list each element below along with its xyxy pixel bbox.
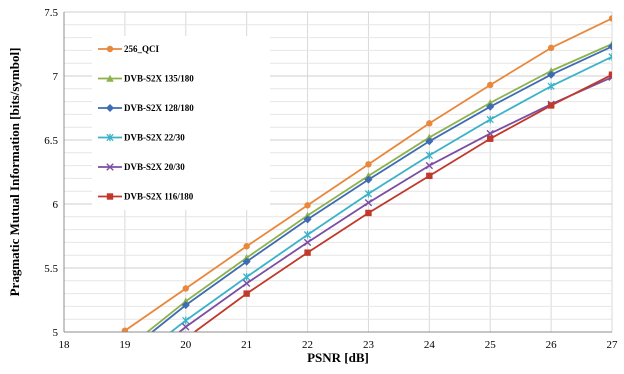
x-tick-label: 19	[119, 339, 131, 351]
data-point	[608, 71, 612, 78]
data-point	[426, 120, 433, 127]
data-point	[486, 99, 495, 107]
legend: 256_QCI DVB-S2X 135/180 DVB-S2X 128/180 DVB…	[92, 36, 270, 210]
legend-entry: DVB-S2X 116/180	[98, 192, 194, 202]
data-point	[486, 115, 494, 124]
data-point	[364, 175, 373, 184]
data-point	[608, 53, 612, 61]
legend-label: DVB-S2X 22/30	[124, 133, 185, 143]
x-tick-label: 25	[485, 339, 497, 351]
data-point	[243, 290, 250, 297]
y-tick-label: 5.5	[44, 263, 58, 275]
legend-label: DVB-S2X 20/30	[124, 162, 185, 172]
data-point	[547, 70, 556, 79]
data-point	[365, 161, 372, 168]
x-tick-label: 20	[180, 339, 192, 351]
data-point	[182, 316, 190, 325]
x-tick-label: 26	[546, 339, 558, 351]
series-0	[121, 15, 612, 332]
data-point	[425, 137, 434, 146]
data-point	[425, 151, 433, 160]
data-point	[486, 102, 495, 111]
series-5	[192, 71, 612, 332]
data-point	[303, 215, 312, 224]
data-point	[182, 323, 190, 331]
data-point	[364, 199, 373, 207]
data-point	[487, 81, 494, 89]
x-axis-title: PSNR [dB]	[307, 350, 369, 365]
data-point	[608, 15, 612, 22]
x-tick-label: 22	[302, 339, 313, 351]
data-point	[304, 202, 311, 209]
data-point	[425, 161, 434, 170]
series-layer	[121, 15, 612, 332]
data-point	[547, 102, 555, 109]
legend-label: DVB-S2X 116/180	[124, 192, 194, 202]
legend-entry: DVB-S2X 22/30	[98, 133, 185, 143]
y-tick-label: 7.5	[44, 7, 58, 19]
data-point	[181, 301, 190, 310]
y-tick-label: 7	[53, 71, 59, 83]
data-point	[425, 133, 434, 141]
data-point	[121, 327, 129, 332]
legend-entry: DVB-S2X 128/180	[98, 103, 194, 113]
data-point	[608, 42, 612, 51]
data-point	[547, 82, 555, 91]
y-axis-title: Pragmatic Mutual Information [bits/symbo…	[7, 48, 22, 297]
data-point	[426, 172, 433, 180]
data-point	[547, 44, 555, 52]
data-point	[365, 209, 372, 217]
legend-label: DVB-S2X 135/180	[124, 74, 194, 84]
y-tick-label: 6	[53, 199, 59, 211]
x-tick-label: 18	[59, 339, 71, 351]
data-point	[303, 211, 312, 219]
legend-marker	[106, 133, 114, 142]
legend-entry: DVB-S2X 20/30	[98, 162, 185, 172]
legend-marker	[106, 74, 114, 82]
legend-label: DVB-S2X 128/180	[124, 103, 194, 113]
x-tick-label: 27	[607, 339, 619, 351]
legend-marker	[106, 45, 114, 53]
data-point	[547, 67, 555, 75]
data-point	[243, 243, 250, 250]
legend-label: 256_QCI	[124, 44, 160, 54]
x-tick-label: 24	[424, 339, 436, 351]
legend-marker	[106, 193, 114, 200]
data-point	[303, 238, 312, 247]
legend-marker	[106, 163, 114, 171]
legend-entry: DVB-S2X 135/180	[98, 74, 194, 84]
series-4	[177, 73, 612, 332]
legend-marker	[106, 104, 114, 112]
data-point	[242, 257, 251, 266]
axes: 18 19 20 21 22 23 24 25 26 27 5 5.5 6 6.5 7 7.5	[44, 7, 618, 351]
data-point	[364, 172, 373, 180]
data-point	[303, 230, 312, 239]
series-2	[150, 42, 612, 332]
data-point	[487, 135, 494, 142]
data-point	[243, 273, 251, 281]
x-tick-label: 23	[363, 339, 375, 351]
legend-box	[92, 36, 270, 210]
series-3	[169, 53, 612, 332]
data-point	[242, 279, 251, 288]
x-tick-label: 21	[241, 339, 252, 351]
legend-entry: 256_QCI	[98, 44, 160, 54]
y-tick-label: 5	[53, 327, 59, 339]
y-tick-label: 6.5	[44, 135, 58, 147]
data-point	[304, 249, 311, 256]
data-point	[182, 285, 189, 292]
data-point	[364, 189, 373, 198]
